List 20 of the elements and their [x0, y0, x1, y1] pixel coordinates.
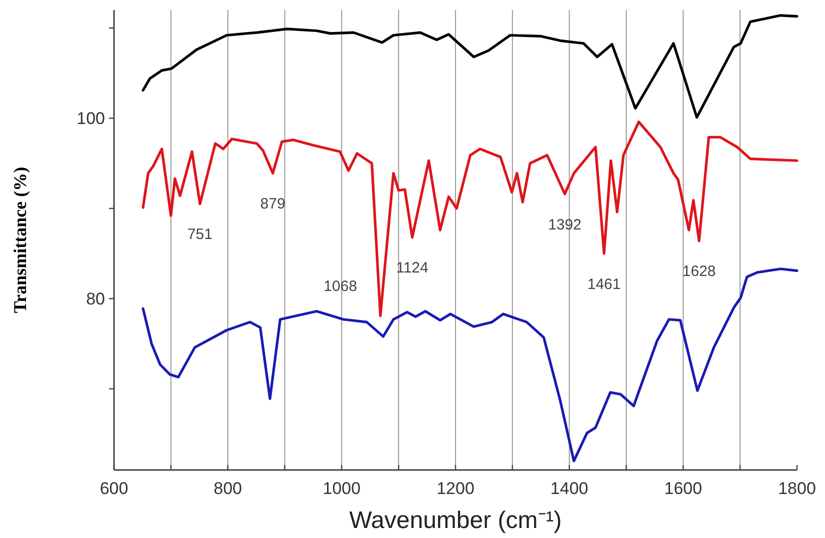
line-series [142, 14, 798, 119]
annotation: 1628 [682, 263, 716, 280]
x-tick-label: 1400 [550, 479, 588, 498]
x-tick-label: 1600 [664, 479, 702, 498]
x-tick-label: 600 [100, 479, 128, 498]
x-tick-label: 1200 [436, 479, 474, 498]
x-tick-label: 800 [214, 479, 242, 498]
annotation: 1124 [396, 260, 428, 277]
annotation: 1068 [324, 278, 358, 296]
annotation: 879 [260, 196, 286, 213]
annotation: 1392 [548, 216, 582, 234]
line-series [142, 120, 798, 318]
annotation: 751 [187, 226, 212, 244]
x-tick-label: 1000 [322, 479, 361, 498]
x-axis-title: Wavenumber (cm⁻¹) [349, 507, 562, 534]
annotation: 1461 [587, 276, 621, 293]
y-tick-label: 80 [86, 290, 105, 309]
x-tick-label: 1800 [778, 479, 816, 498]
y-axis-title: Transmittance (%) [10, 166, 30, 314]
y-tick-label: 100 [76, 109, 105, 128]
